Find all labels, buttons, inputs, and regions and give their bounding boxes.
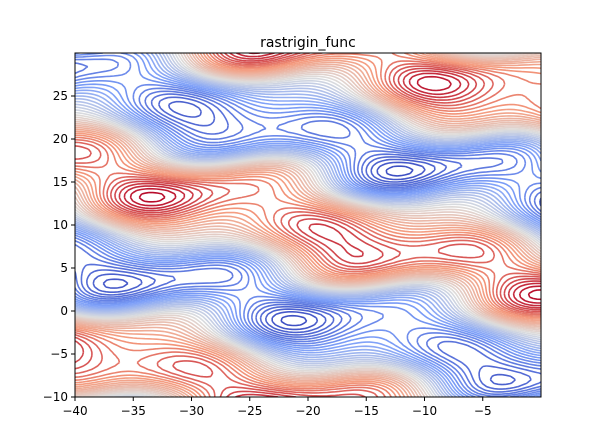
contour-level <box>75 53 541 397</box>
y-tick-label: 0 <box>60 304 68 318</box>
y-axis: −10 −5 0 5 10 15 20 25 <box>43 89 75 404</box>
contour-level <box>75 53 541 397</box>
contour-level <box>75 53 541 397</box>
contour-level <box>75 53 541 397</box>
contour-level <box>75 62 541 395</box>
x-axis: −40 −35 −30 −25 −20 −15 −10 −5 <box>62 397 492 418</box>
contour-level <box>75 53 541 397</box>
contour-level <box>75 53 541 397</box>
contour-level <box>75 53 541 397</box>
x-tick-label: −15 <box>354 404 379 418</box>
contour-level <box>138 191 541 301</box>
contour-level <box>86 96 532 390</box>
x-tick-label: −5 <box>474 404 492 418</box>
x-tick-label: −35 <box>121 404 146 418</box>
contour-level <box>75 53 541 397</box>
y-tick-label: 10 <box>53 218 68 232</box>
contour-level <box>75 53 541 397</box>
contour-level <box>75 53 541 397</box>
contour-level <box>75 53 541 397</box>
watermark-text: 知乎 @小鱼的大郭子 <box>446 414 586 432</box>
contour-level <box>92 100 516 386</box>
y-tick-label: 15 <box>53 175 68 189</box>
contour-level <box>75 53 541 397</box>
x-tick-label: −10 <box>412 404 437 418</box>
contour-level <box>75 53 541 397</box>
contour-level <box>75 53 541 397</box>
contour-level <box>129 53 541 304</box>
contour-level <box>75 53 541 397</box>
x-tick-label: −30 <box>179 404 204 418</box>
contour-level <box>75 53 541 397</box>
contour-level <box>75 53 541 397</box>
contour-level <box>280 165 414 327</box>
chart-title: rastrigin_func <box>260 35 356 51</box>
contour-level <box>75 53 541 397</box>
contour-level <box>75 53 541 397</box>
y-tick-label: 5 <box>60 261 68 275</box>
contour-level <box>75 53 541 397</box>
contour-level <box>75 53 541 397</box>
y-tick-label: −10 <box>43 390 68 404</box>
contour-level <box>123 53 541 307</box>
contour-level <box>102 161 426 331</box>
contour-level <box>75 53 541 397</box>
x-tick-label: −25 <box>237 404 262 418</box>
contour-level <box>75 58 541 397</box>
y-tick-label: 20 <box>53 132 68 146</box>
contour-level <box>75 53 541 397</box>
x-tick-label: −40 <box>62 404 87 418</box>
contour-level <box>75 53 541 397</box>
y-tick-label: 25 <box>53 89 68 103</box>
contour-plot <box>75 53 541 397</box>
contour-level <box>80 93 541 393</box>
y-tick-label: −5 <box>50 347 68 361</box>
contour-level <box>75 53 541 397</box>
x-tick-label: −20 <box>295 404 320 418</box>
contour-level <box>75 54 541 397</box>
